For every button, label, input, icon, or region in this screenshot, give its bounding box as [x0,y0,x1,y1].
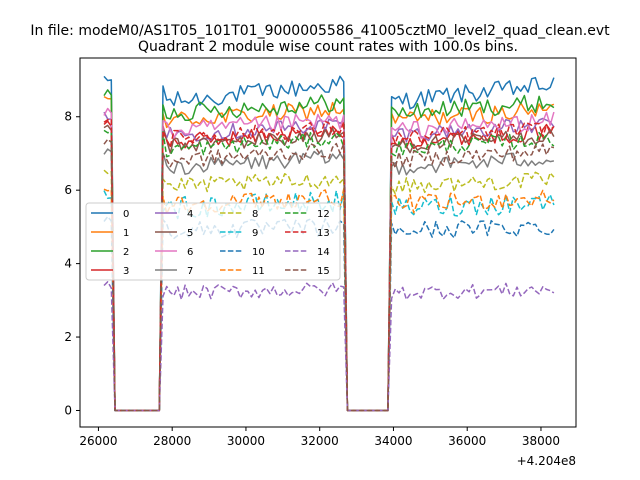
series-line-15 [103,138,555,412]
series-line-14 [103,281,555,412]
legend-label-11: 11 [252,266,265,277]
y-axis: 0 2 4 6 8 [64,110,80,417]
x-axis: 26000 28000 30000 32000 34000 36000 38000 [79,427,560,448]
series-line-11 [103,188,555,412]
y-tick-label: 2 [64,330,72,344]
plot-frame [79,57,577,428]
legend-label-13: 13 [317,228,330,239]
series-line-2 [103,89,555,412]
figure-suptitle: In file: modeM0/AS1T05_101T01_9000005586… [30,23,610,39]
chart-title: Quadrant 2 module wise count rates with … [138,39,518,55]
legend-label-2: 2 [123,247,129,258]
legend-label-15: 15 [317,266,330,277]
legend-label-10: 10 [252,247,265,258]
y-tick-label: 6 [64,183,72,197]
legend-label-7: 7 [187,266,193,277]
x-tick-label: 32000 [301,434,339,448]
x-tick-label: 38000 [522,434,560,448]
y-tick-label: 8 [64,110,72,124]
legend-label-12: 12 [317,209,330,220]
legend-label-9: 9 [252,228,258,239]
series-line-5 [103,124,555,412]
legend-box [85,202,341,281]
legend-label-1: 1 [123,228,129,239]
x-tick-label: 28000 [153,434,191,448]
x-tick-label: 30000 [227,434,265,448]
legend-label-14: 14 [317,247,330,258]
legend-label-3: 3 [123,266,129,277]
series-line-6 [103,107,555,412]
series-line-0 [103,75,555,412]
x-offset-label: +4.204e8 [517,454,576,468]
legend-label-4: 4 [187,209,193,220]
series-line-13 [103,118,555,412]
series-line-12 [103,129,555,412]
y-tick-label: 0 [64,403,72,417]
legend-label-6: 6 [187,247,193,258]
series-line-7 [103,148,555,412]
legend-label-0: 0 [123,209,129,220]
x-tick-label: 36000 [448,434,486,448]
legend-label-5: 5 [187,228,193,239]
x-tick-label: 34000 [374,434,412,448]
y-tick-label: 4 [64,257,72,271]
x-tick-label: 26000 [79,434,117,448]
legend-label-8: 8 [252,209,258,220]
series-line-8 [103,169,555,412]
series-line-4 [103,111,555,412]
